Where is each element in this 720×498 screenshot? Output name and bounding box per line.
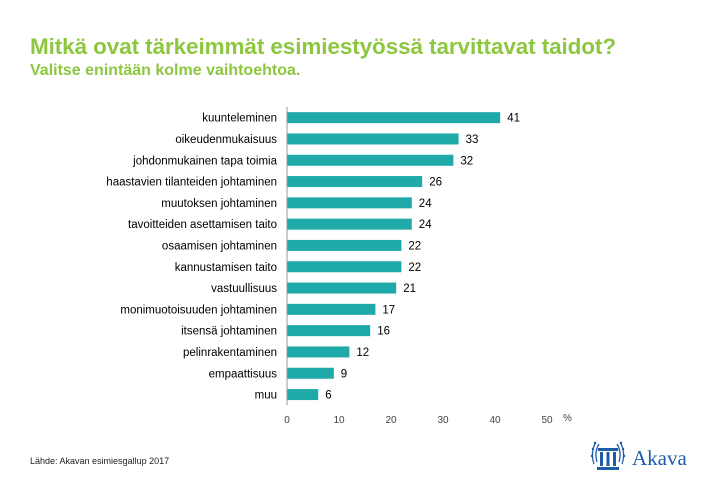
category-label: itsensä johtaminen xyxy=(181,326,277,338)
data-label: 22 xyxy=(408,240,421,252)
category-label: haastavien tilanteiden johtaminen xyxy=(106,177,277,189)
data-label: 16 xyxy=(377,326,390,338)
category-label: muu xyxy=(255,390,277,402)
bar xyxy=(287,239,402,251)
category-label: johdonmukainen tapa toimia xyxy=(132,155,277,167)
data-label: 12 xyxy=(356,347,369,359)
bar xyxy=(287,197,412,209)
bar xyxy=(287,176,423,188)
category-label: vastuullisuus xyxy=(211,283,277,295)
bar xyxy=(287,154,454,166)
data-label: 17 xyxy=(382,304,395,316)
category-label: tavoitteiden asettamisen taito xyxy=(128,219,277,231)
bar xyxy=(287,282,397,294)
category-label: kuunteleminen xyxy=(202,113,277,125)
x-tick-label: 10 xyxy=(333,415,345,426)
x-tick-label: 30 xyxy=(437,415,449,426)
data-label: 6 xyxy=(325,390,331,402)
category-label: muutoksen johtaminen xyxy=(161,198,277,210)
source-note: Lähde: Akavan esimiesgallup 2017 xyxy=(30,456,170,466)
x-tick-label: 50 xyxy=(541,415,553,426)
x-tick-label: 20 xyxy=(385,415,397,426)
chart-title: Mitkä ovat tärkeimmät esimiestyössä tarv… xyxy=(30,34,616,59)
x-tick-label: 0 xyxy=(284,415,290,426)
x-axis-unit: % xyxy=(563,413,572,424)
category-label: kannustamisen taito xyxy=(175,262,277,274)
columns-emblem-icon xyxy=(590,441,626,470)
bar xyxy=(287,112,501,124)
chart-subtitle: Valitse enintään kolme vaihtoehtoa. xyxy=(30,62,301,79)
bar xyxy=(287,218,412,230)
logo-text: Akava xyxy=(632,446,687,470)
bar xyxy=(287,303,376,315)
bar xyxy=(287,133,459,145)
data-label: 24 xyxy=(419,198,432,210)
data-label: 24 xyxy=(419,219,432,231)
category-label: pelinrakentaminen xyxy=(183,347,277,359)
data-label: 41 xyxy=(507,113,520,125)
bar xyxy=(287,367,334,379)
akava-logo: Akava xyxy=(588,434,698,478)
data-label: 33 xyxy=(466,134,479,146)
x-tick-label: 40 xyxy=(489,415,501,426)
bar xyxy=(287,261,402,273)
category-label: oikeudenmukaisuus xyxy=(175,134,277,146)
data-label: 32 xyxy=(460,155,473,167)
data-label: 22 xyxy=(408,262,421,274)
category-label: monimuotoisuuden johtaminen xyxy=(120,304,277,316)
data-label: 26 xyxy=(429,177,442,189)
category-label: empaattisuus xyxy=(209,368,278,380)
data-label: 21 xyxy=(403,283,416,295)
bar xyxy=(287,325,371,337)
bar xyxy=(287,346,350,358)
data-label: 9 xyxy=(341,368,347,380)
bar xyxy=(287,389,319,401)
category-label: osaamisen johtaminen xyxy=(162,240,277,252)
